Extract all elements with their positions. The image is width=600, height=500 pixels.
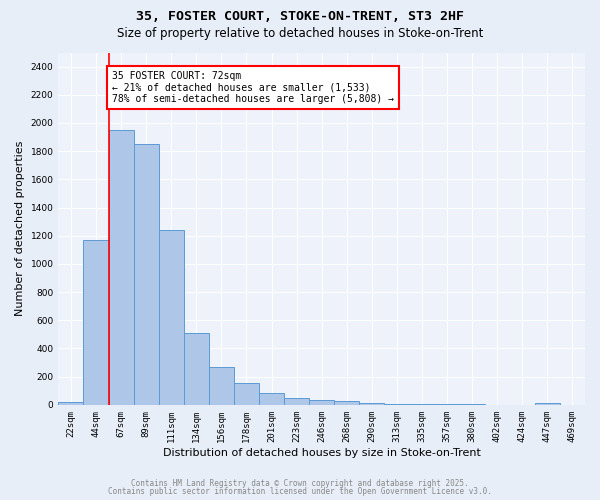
Y-axis label: Number of detached properties: Number of detached properties	[15, 141, 25, 316]
Text: Contains HM Land Registry data © Crown copyright and database right 2025.: Contains HM Land Registry data © Crown c…	[131, 478, 469, 488]
Bar	[209, 367, 234, 405]
Bar	[334, 400, 359, 405]
Text: Contains public sector information licensed under the Open Government Licence v3: Contains public sector information licen…	[108, 487, 492, 496]
X-axis label: Distribution of detached houses by size in Stoke-on-Trent: Distribution of detached houses by size …	[163, 448, 481, 458]
Text: Size of property relative to detached houses in Stoke-on-Trent: Size of property relative to detached ho…	[117, 28, 483, 40]
Bar	[134, 144, 159, 405]
Bar	[385, 404, 409, 405]
Bar	[535, 404, 560, 405]
Text: 35, FOSTER COURT, STOKE-ON-TRENT, ST3 2HF: 35, FOSTER COURT, STOKE-ON-TRENT, ST3 2H…	[136, 10, 464, 23]
Text: 35 FOSTER COURT: 72sqm
← 21% of detached houses are smaller (1,533)
78% of semi-: 35 FOSTER COURT: 72sqm ← 21% of detached…	[112, 71, 394, 104]
Bar	[83, 240, 109, 405]
Bar	[184, 333, 209, 405]
Bar	[159, 230, 184, 405]
Bar	[109, 130, 134, 405]
Bar	[409, 404, 434, 405]
Bar	[284, 398, 309, 405]
Bar	[309, 400, 334, 405]
Bar	[58, 402, 83, 405]
Bar	[259, 393, 284, 405]
Bar	[359, 402, 385, 405]
Bar	[234, 383, 259, 405]
